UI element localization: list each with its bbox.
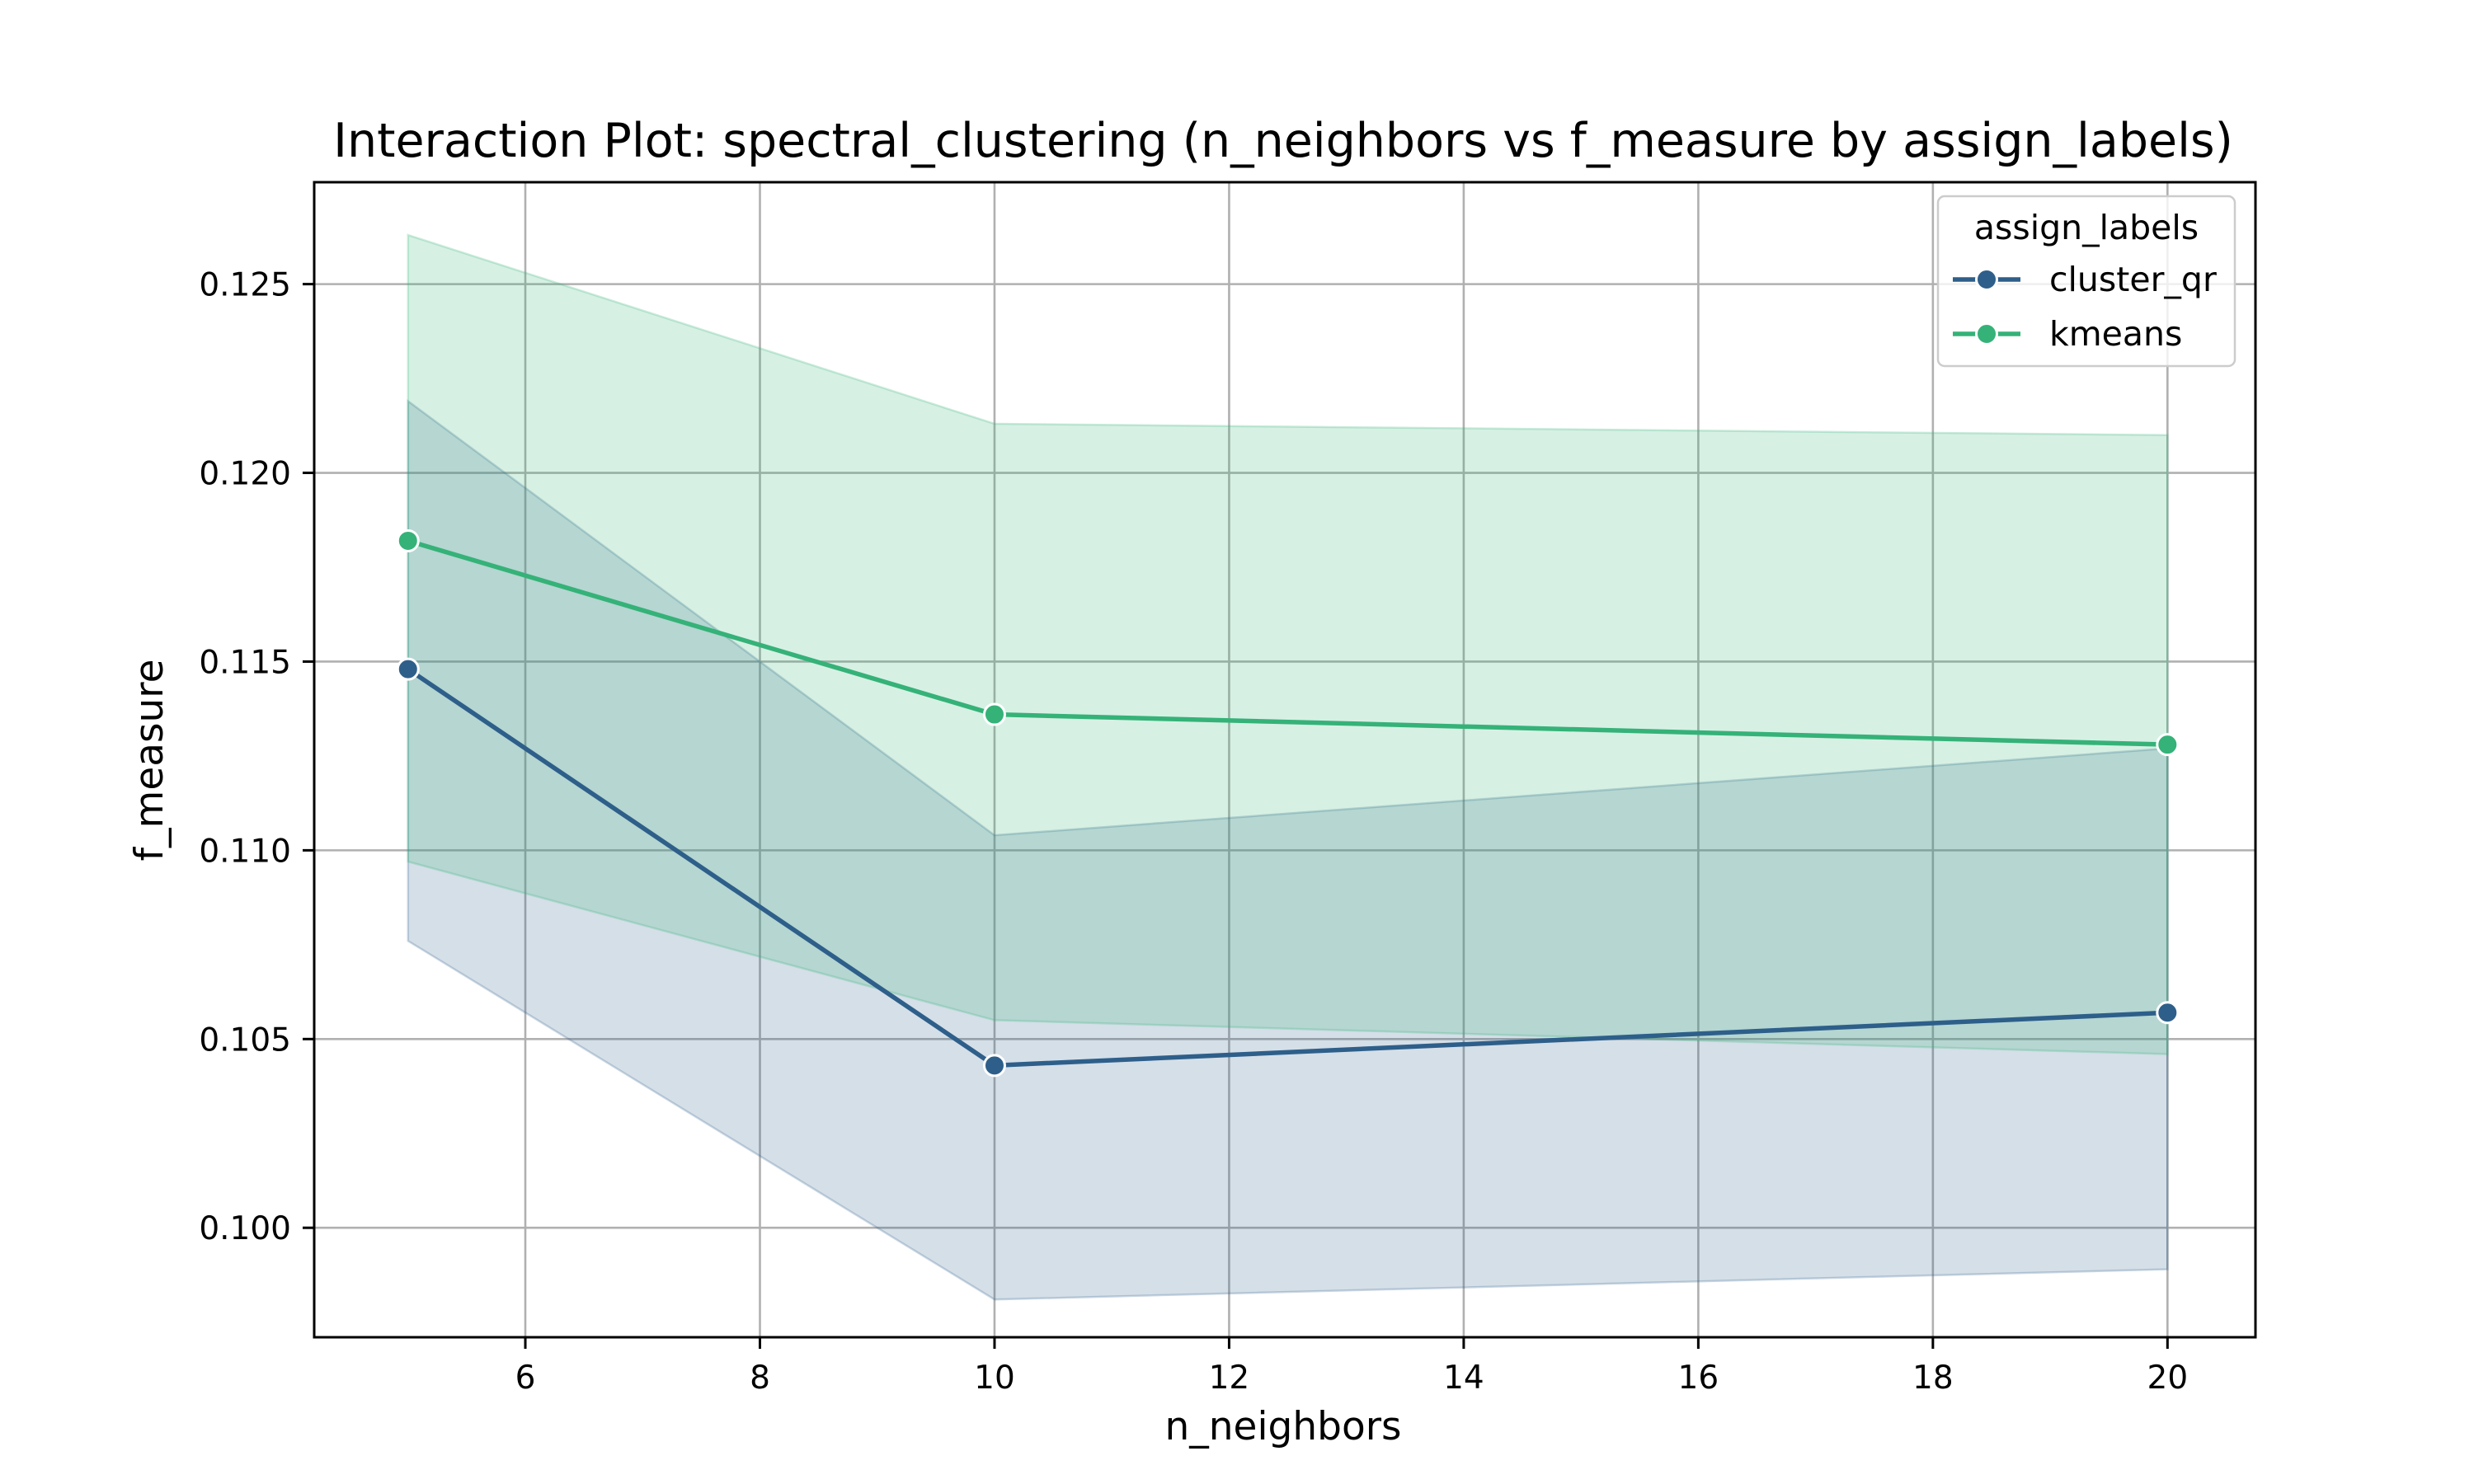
legend-label: cluster_qr <box>2049 260 2217 299</box>
series-cluster_qr <box>396 657 2180 1078</box>
data-point-cluster_qr <box>396 657 420 681</box>
x-tick-label: 12 <box>1209 1360 1250 1397</box>
data-point-cluster_qr <box>982 1054 1006 1078</box>
x-tick-label: 6 <box>515 1360 536 1397</box>
y-tick-label: 0.100 <box>199 1210 291 1247</box>
chart-title: Interaction Plot: spectral_clustering (n… <box>333 114 2233 168</box>
y-tick-label: 0.115 <box>199 644 291 681</box>
data-point-kmeans <box>982 702 1006 726</box>
legend-item-kmeans: kmeans <box>1953 314 2182 354</box>
y-axis-label: f_measure <box>127 659 172 861</box>
axes-frame <box>313 181 2257 1339</box>
x-tick-label: 14 <box>1443 1360 1484 1397</box>
y-axis-ticks: 0.100 0.105 0.110 0.115 0.120 0.125 <box>199 267 314 1247</box>
confidence-bands <box>407 233 2169 1301</box>
legend-box <box>1936 195 2236 368</box>
data-point-kmeans <box>2156 733 2180 757</box>
x-tick-label: 18 <box>1912 1360 1954 1397</box>
data-point-kmeans <box>396 528 420 552</box>
y-tick-label: 0.110 <box>199 833 291 870</box>
series-kmeans <box>396 528 2180 757</box>
y-tick-label: 0.120 <box>199 456 291 493</box>
x-axis-label: n_neighbors <box>1164 1404 1401 1449</box>
x-tick-label: 20 <box>2147 1360 2189 1397</box>
legend-marker <box>1975 322 1998 345</box>
data-point-cluster_qr <box>2156 1001 2180 1025</box>
plot-area: 6 8 10 12 14 16 18 200.1000.1050.1100.1150.1200… <box>199 181 2257 1397</box>
y-tick-label: 0.105 <box>199 1021 291 1059</box>
legend-marker <box>1975 268 1998 291</box>
x-tick-label: 10 <box>974 1360 1015 1397</box>
y-tick-label: 0.125 <box>199 267 291 304</box>
grid-lines <box>314 182 2255 1337</box>
x-tick-label: 16 <box>1678 1360 1719 1397</box>
ci-band-cluster_qr <box>407 399 2169 1301</box>
ci-band-kmeans <box>407 233 2169 1055</box>
x-axis-ticks: 6 8 10 12 14 16 18 20 <box>515 1337 2189 1397</box>
legend-title: assign_labels <box>1974 208 2199 247</box>
legend-item-cluster_qr: cluster_qr <box>1953 260 2217 299</box>
legend-label: kmeans <box>2049 314 2182 354</box>
x-tick-label: 8 <box>750 1360 770 1397</box>
